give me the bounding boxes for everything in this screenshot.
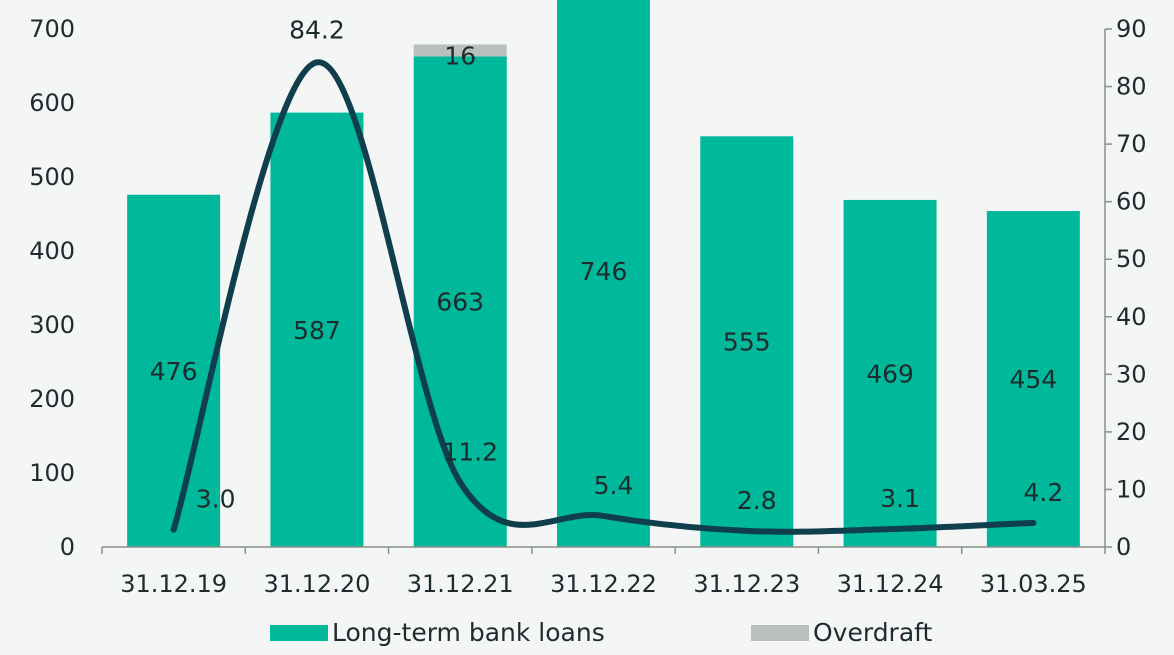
y-tick-label-7: 700 <box>29 15 75 43</box>
x-tick-label-0: 31.12.19 <box>120 570 227 598</box>
line-label-6: 4.2 <box>1023 478 1063 507</box>
legend-label-overdraft: Overdraft <box>813 618 933 647</box>
y-tick-label-1: 100 <box>29 459 75 487</box>
bar-loans-2 <box>413 56 507 547</box>
line-series-path <box>170 59 1037 535</box>
y2-tick-label-3: 30 <box>1116 360 1147 388</box>
y-tick-label-4: 400 <box>29 237 75 265</box>
x-tick-label-3: 31.12.22 <box>550 570 657 598</box>
line-label-3: 5.4 <box>594 471 634 500</box>
bar-label-loans-3: 746 <box>580 257 628 286</box>
bar-overdraft-2 <box>413 44 507 57</box>
y-tick-label-0: 0 <box>60 533 75 561</box>
x-tick-label-6: 31.03.25 <box>980 570 1087 598</box>
bar-label-loans-1: 587 <box>293 316 341 345</box>
y2-tick-label-1: 10 <box>1116 475 1147 503</box>
axes-layer: 0 100 200 300 400 500 600 700 0 10 20 30 40 50 60 70 80 9… <box>29 15 1146 598</box>
bar-label-loans-2: 663 <box>436 288 484 317</box>
bar-label-loans-6: 454 <box>1009 365 1057 394</box>
line-label-1: 84.2 <box>289 15 345 44</box>
bar-loans-1 <box>270 112 364 548</box>
y-tick-label-5: 500 <box>29 163 75 191</box>
legend-item-long-term-bank-loans: Long-term bank loans <box>270 618 605 647</box>
x-tick-label-2: 31.12.21 <box>407 570 514 598</box>
line-label-0: 3.0 <box>196 485 236 514</box>
bar-label-overdraft-2: 16 <box>444 41 476 70</box>
y2-tick-label-8: 80 <box>1116 73 1147 101</box>
y2-tick-label-6: 60 <box>1116 188 1147 216</box>
data-labels-layer: 476 587 663 16 746 555 469 454 3.0 84.2 11.2 5.4 2.8… <box>150 15 1063 515</box>
bar-label-loans-4: 555 <box>723 328 771 357</box>
y-tick-label-2: 200 <box>29 385 75 413</box>
bar-loans-3 <box>557 0 650 547</box>
line-label-5: 3.1 <box>880 484 920 513</box>
y2-tick-label-7: 70 <box>1116 130 1147 158</box>
bars-layer <box>127 0 1080 548</box>
y-tick-label-3: 300 <box>29 311 75 339</box>
legend-swatch-long-term-bank-loans <box>270 624 328 641</box>
bar-loans-5 <box>843 199 937 547</box>
x-tick-label-1: 31.12.20 <box>263 570 370 598</box>
y2-tick-label-0: 0 <box>1116 533 1131 561</box>
legend-swatch-overdraft <box>751 624 809 641</box>
x-tick-label-4: 31.12.23 <box>693 570 800 598</box>
bar-loans-4 <box>700 136 794 548</box>
legend: Long-term bank loans Overdraft <box>0 618 1174 654</box>
line-label-2: 11.2 <box>442 438 498 467</box>
legend-label-long-term-bank-loans: Long-term bank loans <box>332 618 605 647</box>
y-tick-label-6: 600 <box>29 89 75 117</box>
line-layer <box>170 59 1037 535</box>
x-tick-label-5: 31.12.24 <box>837 570 944 598</box>
line-label-4: 2.8 <box>737 486 777 515</box>
bar-label-loans-0: 476 <box>150 357 198 386</box>
bar-loans-0 <box>127 194 221 547</box>
y2-tick-label-9: 90 <box>1116 15 1147 43</box>
y2-tick-label-4: 40 <box>1116 303 1147 331</box>
bar-label-loans-5: 469 <box>866 359 914 388</box>
chart: 0 100 200 300 400 500 600 700 0 10 20 30 40 50 60 70 80 9… <box>29 0 1147 598</box>
bar-loans-6 <box>986 211 1080 548</box>
y2-tick-label-2: 20 <box>1116 418 1147 446</box>
legend-item-overdraft: Overdraft <box>751 618 932 647</box>
y2-tick-label-5: 50 <box>1116 245 1147 273</box>
